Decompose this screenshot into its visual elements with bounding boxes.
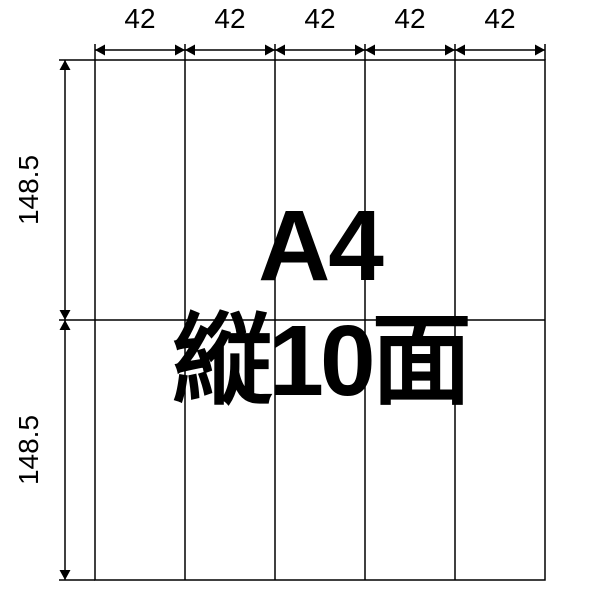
col-width-label: 42 [484, 3, 515, 34]
top-dimension-row: 42 42 42 42 42 [95, 3, 545, 60]
col-width-label: 42 [304, 3, 335, 34]
title-line-2: 縦10面 [172, 305, 468, 417]
title-line-1: A4 [258, 190, 384, 302]
row-height-label: 148.5 [13, 155, 44, 225]
col-width-label: 42 [124, 3, 155, 34]
col-width-label: 42 [394, 3, 425, 34]
label-sheet-diagram: 42 42 42 42 42 148.5 148.5 A4 縦10面 [0, 0, 600, 600]
col-width-label: 42 [214, 3, 245, 34]
row-height-label: 148.5 [13, 415, 44, 485]
left-dimension-column: 148.5 148.5 [13, 60, 95, 580]
